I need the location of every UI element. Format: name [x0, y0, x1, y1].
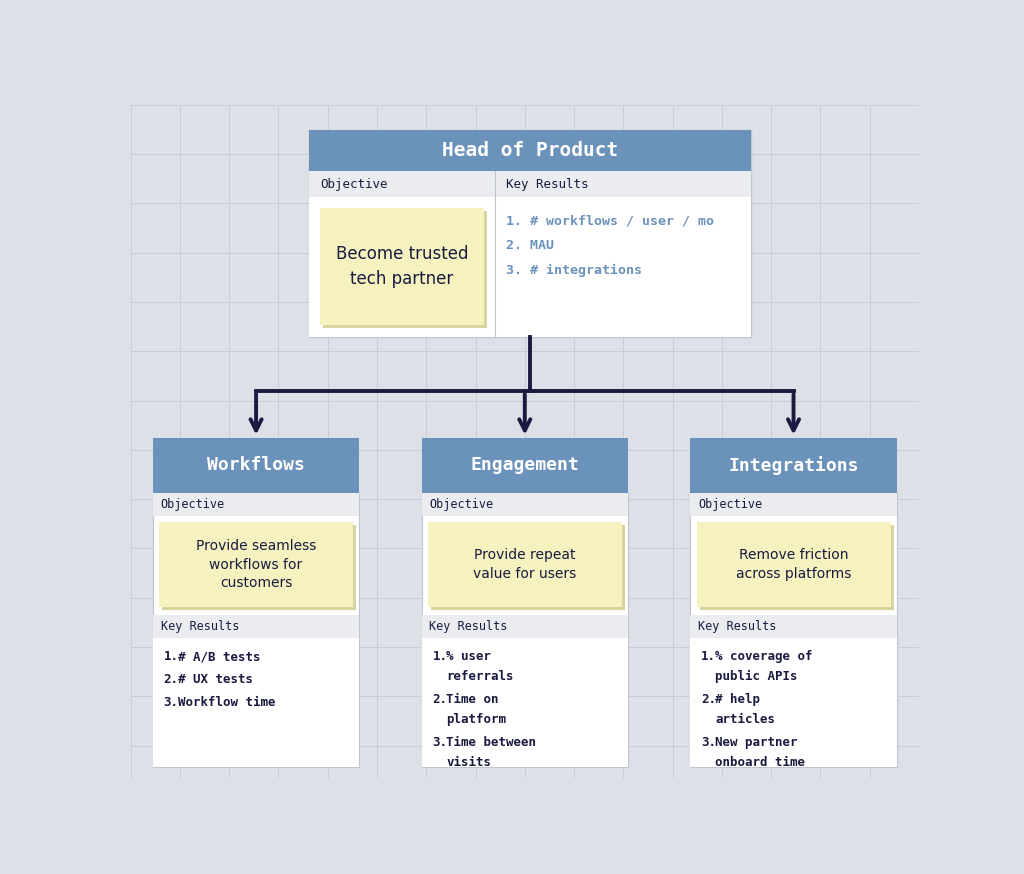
Text: 2. MAU: 2. MAU: [506, 239, 554, 252]
Text: Engagement: Engagement: [470, 456, 580, 475]
Bar: [323, 212, 487, 328]
Text: New partner: New partner: [715, 736, 798, 749]
Bar: [153, 638, 359, 767]
Bar: [699, 525, 894, 610]
Bar: [428, 523, 622, 607]
Text: 1.: 1.: [432, 650, 447, 663]
Text: Become trusted
tech partner: Become trusted tech partner: [336, 245, 468, 288]
Text: onboard time: onboard time: [715, 756, 805, 769]
Text: visits: visits: [446, 756, 492, 769]
Bar: [309, 129, 752, 171]
Bar: [309, 171, 752, 198]
Text: articles: articles: [715, 713, 775, 726]
Bar: [153, 438, 359, 493]
Text: 2.: 2.: [432, 693, 447, 706]
Text: Workflows: Workflows: [207, 456, 305, 475]
Text: 1.: 1.: [164, 650, 178, 663]
Bar: [153, 614, 359, 638]
Bar: [422, 614, 628, 638]
Text: Time between: Time between: [446, 736, 537, 749]
Text: referrals: referrals: [446, 670, 514, 683]
Text: Key Results: Key Results: [506, 177, 588, 191]
Text: Time on: Time on: [446, 693, 499, 706]
Text: Objective: Objective: [161, 498, 224, 511]
Text: 3.: 3.: [432, 736, 447, 749]
Text: 1.: 1.: [701, 650, 716, 663]
Text: 2.: 2.: [164, 673, 178, 686]
Text: Objective: Objective: [698, 498, 762, 511]
Bar: [690, 493, 897, 767]
Text: Provide repeat
value for users: Provide repeat value for users: [473, 548, 577, 580]
Text: 3. # integrations: 3. # integrations: [506, 263, 642, 276]
Bar: [319, 208, 484, 325]
Text: Provide seamless
workflows for
customers: Provide seamless workflows for customers: [196, 539, 316, 590]
Text: # A/B tests: # A/B tests: [177, 650, 260, 663]
Text: Objective: Objective: [429, 498, 494, 511]
Bar: [690, 638, 897, 767]
Bar: [422, 638, 628, 767]
Text: # help: # help: [715, 693, 760, 706]
Bar: [422, 493, 628, 767]
Text: Workflow time: Workflow time: [177, 697, 275, 709]
Text: Key Results: Key Results: [161, 620, 239, 633]
Text: Key Results: Key Results: [429, 620, 508, 633]
Text: # UX tests: # UX tests: [177, 673, 253, 686]
Text: 2.: 2.: [701, 693, 716, 706]
Bar: [690, 438, 897, 493]
Bar: [162, 525, 356, 610]
Text: Key Results: Key Results: [698, 620, 776, 633]
Text: Remove friction
across platforms: Remove friction across platforms: [736, 548, 851, 580]
Text: Head of Product: Head of Product: [442, 141, 618, 160]
Bar: [431, 525, 625, 610]
Bar: [422, 438, 628, 493]
Text: Integrations: Integrations: [728, 455, 859, 475]
Text: % coverage of: % coverage of: [715, 650, 812, 663]
Text: 3.: 3.: [164, 697, 178, 709]
Text: public APIs: public APIs: [715, 670, 798, 683]
Bar: [696, 523, 891, 607]
Text: Objective: Objective: [319, 177, 387, 191]
Bar: [422, 493, 628, 516]
Text: 3.: 3.: [701, 736, 716, 749]
Text: platform: platform: [446, 713, 506, 726]
Bar: [309, 198, 752, 337]
Bar: [690, 493, 897, 516]
Bar: [153, 493, 359, 767]
Bar: [153, 493, 359, 516]
Text: % user: % user: [446, 650, 492, 663]
Bar: [159, 523, 353, 607]
Text: 1. # workflows / user / mo: 1. # workflows / user / mo: [506, 214, 714, 227]
Bar: [690, 614, 897, 638]
Bar: [309, 129, 752, 337]
